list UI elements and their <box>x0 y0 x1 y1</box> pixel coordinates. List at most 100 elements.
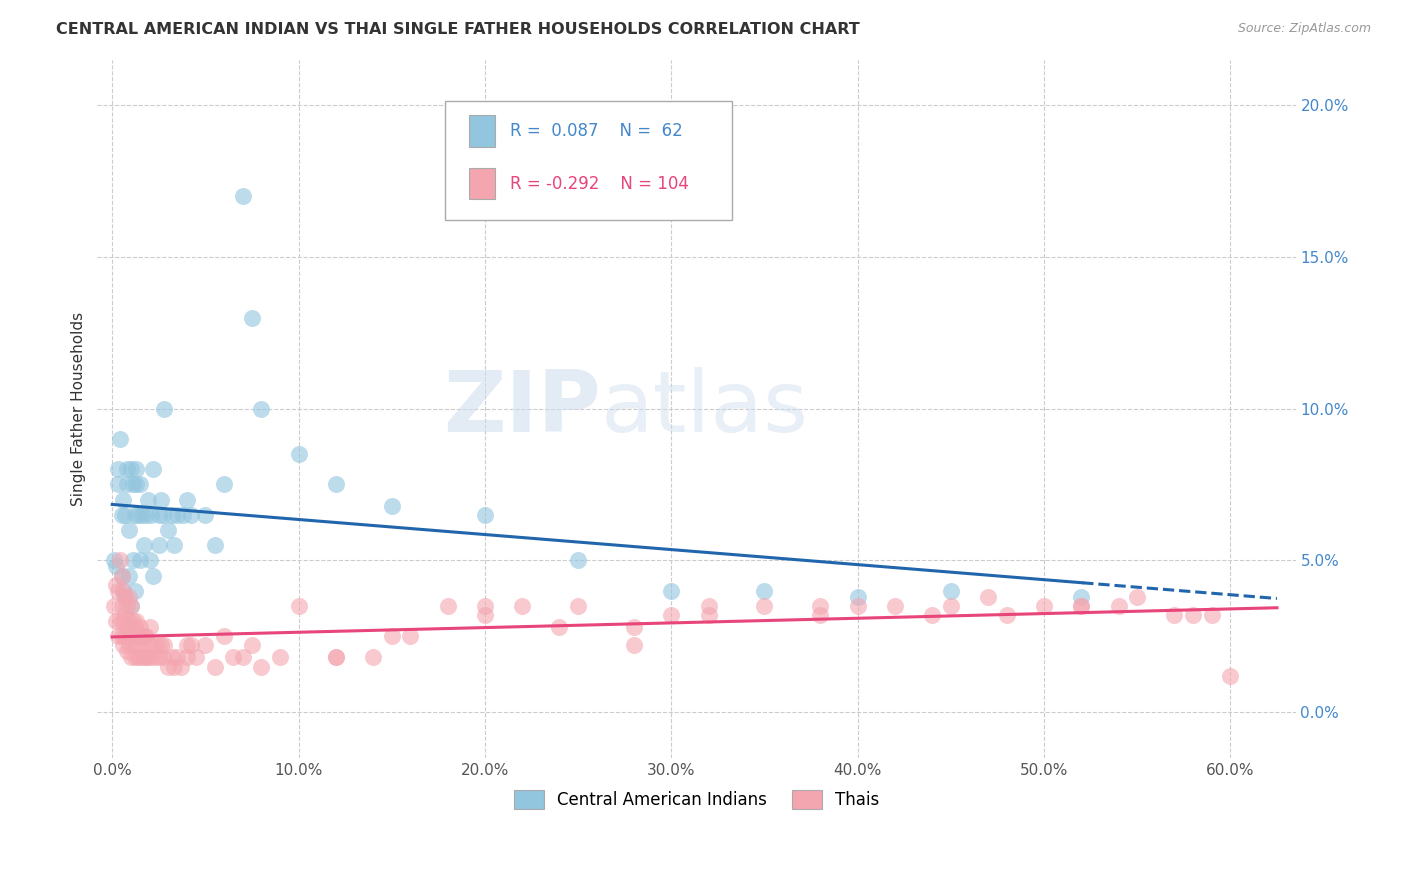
Point <box>141 650 163 665</box>
Point <box>808 599 831 613</box>
Point <box>112 583 135 598</box>
Point <box>269 650 291 665</box>
Point <box>939 583 962 598</box>
Text: R = -0.292    N = 104: R = -0.292 N = 104 <box>509 175 689 193</box>
Point <box>977 590 1000 604</box>
Point <box>1070 599 1092 613</box>
Point <box>132 538 155 552</box>
Point <box>115 477 138 491</box>
Point <box>176 492 198 507</box>
Point <box>325 650 347 665</box>
Point <box>112 614 135 628</box>
Point <box>172 508 194 522</box>
Point <box>623 620 645 634</box>
Point <box>697 599 720 613</box>
Point <box>1219 669 1241 683</box>
Point <box>136 492 159 507</box>
Point <box>194 508 217 522</box>
Point <box>250 659 273 673</box>
Point <box>361 650 384 665</box>
Point <box>142 638 165 652</box>
Point <box>142 462 165 476</box>
Point <box>118 614 141 628</box>
Y-axis label: Single Father Households: Single Father Households <box>72 311 86 506</box>
Point <box>110 568 132 582</box>
Point <box>754 599 776 613</box>
Point <box>548 620 571 634</box>
Point <box>1070 599 1092 613</box>
Point <box>132 650 155 665</box>
Point <box>115 462 138 476</box>
Point <box>510 599 533 613</box>
Point <box>250 401 273 416</box>
Point <box>180 638 202 652</box>
Point <box>623 638 645 652</box>
Point <box>124 508 146 522</box>
Point <box>184 650 207 665</box>
Point <box>163 538 186 552</box>
Point <box>1108 599 1130 613</box>
Point <box>125 638 148 652</box>
Point <box>567 599 589 613</box>
Point <box>136 650 159 665</box>
Point <box>129 620 152 634</box>
Point <box>381 629 404 643</box>
Point <box>124 620 146 634</box>
Point <box>115 644 138 658</box>
Point <box>120 599 142 613</box>
Bar <box>468 115 495 147</box>
Point <box>125 462 148 476</box>
Point <box>157 523 180 537</box>
Point <box>846 590 869 604</box>
Point <box>166 650 188 665</box>
Point <box>232 650 254 665</box>
Point <box>1070 590 1092 604</box>
Point <box>1033 599 1056 613</box>
Text: ZIP: ZIP <box>443 368 600 450</box>
Point <box>146 638 169 652</box>
Point <box>194 638 217 652</box>
Point <box>399 629 422 643</box>
Point <box>138 638 160 652</box>
Point <box>104 577 127 591</box>
Point <box>121 614 143 628</box>
Text: R =  0.087    N =  62: R = 0.087 N = 62 <box>509 122 682 140</box>
Point <box>149 638 172 652</box>
Point <box>176 638 198 652</box>
Point <box>110 508 132 522</box>
Point <box>115 599 138 613</box>
Point <box>114 508 136 522</box>
Point <box>135 629 157 643</box>
Point <box>108 614 131 628</box>
Point <box>114 629 136 643</box>
Point <box>107 462 129 476</box>
Point <box>1182 607 1205 622</box>
Point <box>148 508 170 522</box>
Point <box>138 553 160 567</box>
Point <box>121 477 143 491</box>
Point <box>659 607 682 622</box>
Point <box>142 568 165 582</box>
Point <box>240 638 263 652</box>
Point <box>108 553 131 567</box>
Text: CENTRAL AMERICAN INDIAN VS THAI SINGLE FATHER HOUSEHOLDS CORRELATION CHART: CENTRAL AMERICAN INDIAN VS THAI SINGLE F… <box>56 22 860 37</box>
Point <box>118 568 141 582</box>
Point <box>1201 607 1223 622</box>
Point <box>287 447 309 461</box>
Point <box>160 650 183 665</box>
Point <box>138 620 160 634</box>
Legend: Central American Indians, Thais: Central American Indians, Thais <box>508 783 886 815</box>
Point <box>107 583 129 598</box>
Point <box>204 659 226 673</box>
Point <box>125 477 148 491</box>
Point <box>884 599 907 613</box>
Point <box>118 590 141 604</box>
Point <box>120 650 142 665</box>
Point <box>143 650 166 665</box>
Point <box>152 650 174 665</box>
Point <box>180 508 202 522</box>
Point <box>148 650 170 665</box>
Point <box>108 432 131 446</box>
Point <box>135 508 157 522</box>
Point <box>474 607 496 622</box>
